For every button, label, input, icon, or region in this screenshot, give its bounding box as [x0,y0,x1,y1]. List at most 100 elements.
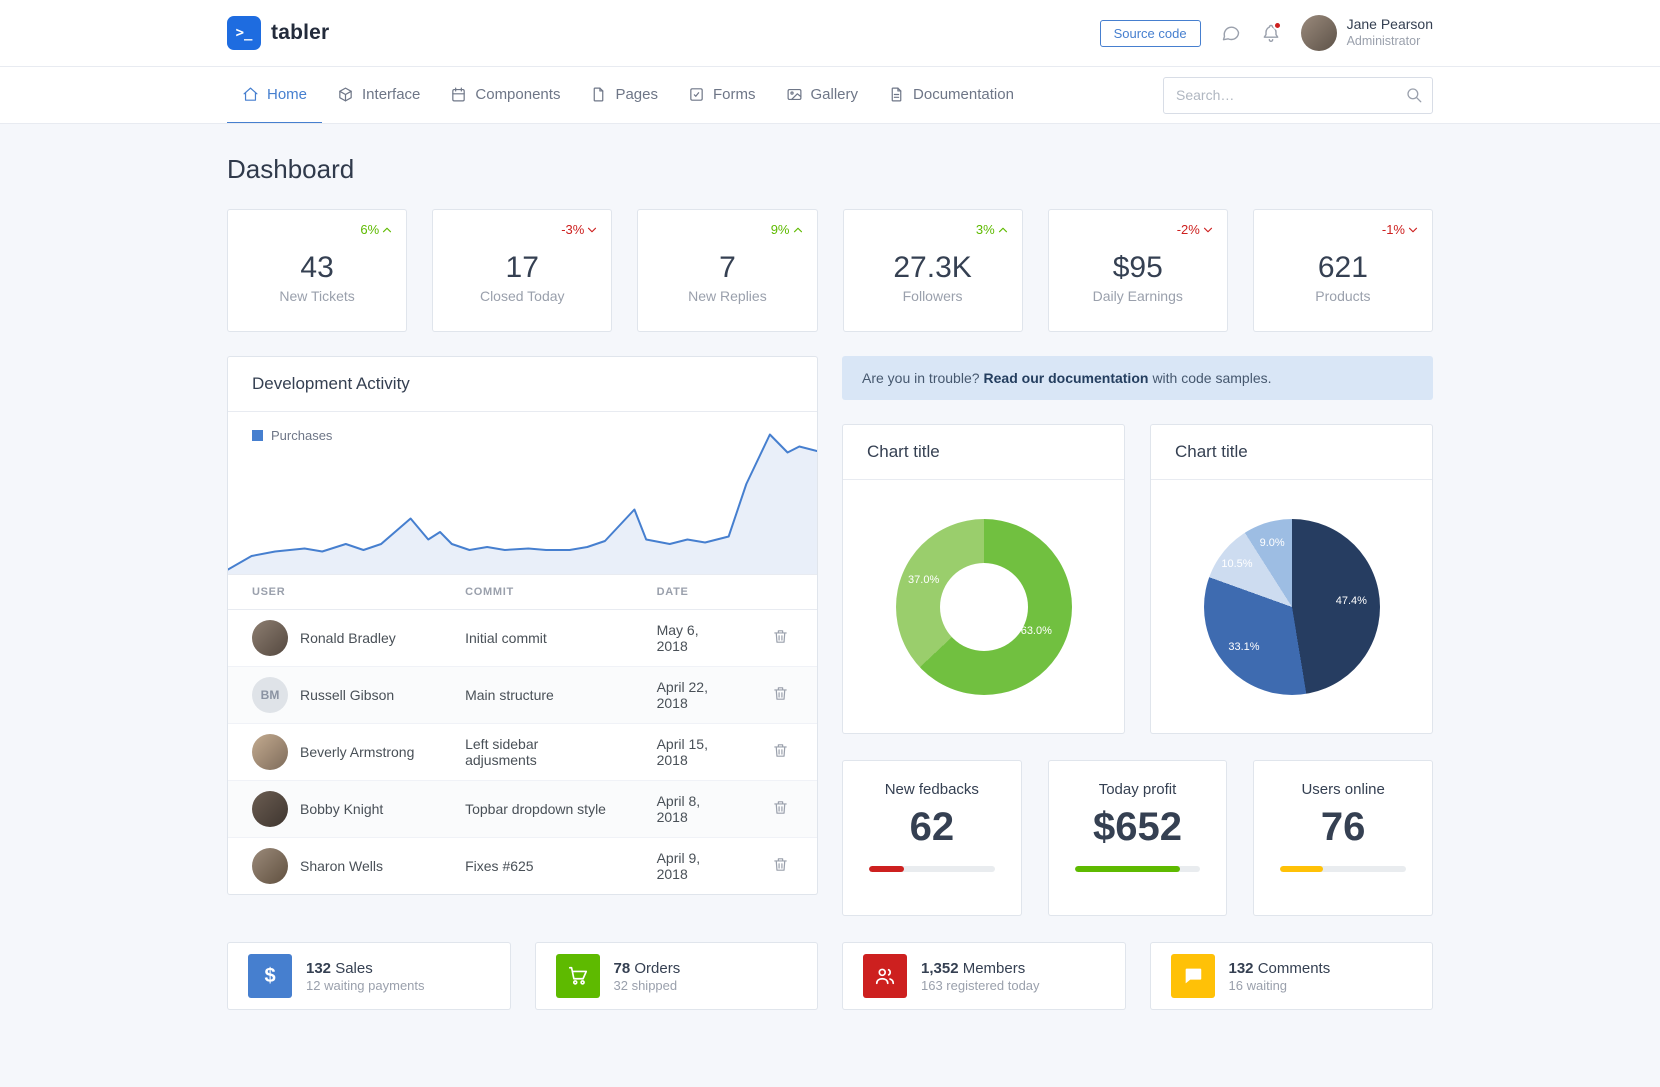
stat-value: 27.3K [893,251,972,284]
brand-logo[interactable]: >_ tabler [227,16,329,50]
kpi-subtext: 12 waiting payments [306,977,425,993]
source-code-button[interactable]: Source code [1099,19,1201,47]
box-icon [339,87,352,102]
stat-value: 7 [719,251,736,284]
notifications-bell-icon[interactable] [1261,21,1282,43]
commit-message: Left sidebar adjusments [441,723,633,781]
search-input[interactable] [1163,76,1433,114]
dollar-icon: $ [248,954,292,998]
check-square-icon [690,88,703,101]
commit-date: May 6, 2018 [656,622,699,654]
kpi-subtext: 32 shipped [613,977,678,993]
kpi-value: 132 [1228,959,1254,977]
column-header-user: USER [228,574,442,610]
commit-user: Beverly Armstrong [300,744,415,760]
table-row: Beverly Armstrong Left sidebar adjusment… [228,723,817,781]
search-icon[interactable] [1405,86,1423,107]
pie-slice-label: 33.1% [1228,640,1260,653]
stat-card-followers: 3% 27.3K Followers [842,209,1023,332]
table-row: Ronald Bradley Initial commit May 6, 201… [228,610,817,667]
commit-date: April 22, 2018 [632,666,744,724]
home-icon [243,87,258,101]
orders-kpi-card: 78 Orders 32 shipped [534,942,818,1010]
nav-label: Interface [362,86,421,103]
chevron-down-icon [588,227,597,232]
message-icon [1170,954,1215,998]
stat-card-closed-today: -3% 17 Closed Today [432,209,613,332]
legend-label: Purchases [271,428,333,443]
user-name: Jane Pearson [1346,16,1433,33]
development-activity-card: Development Activity Purchases USER COMM… [227,356,818,895]
pie-slice-label: 37.0% [908,574,940,587]
avatar [252,620,288,656]
commit-user: Bobby Knight [300,801,384,817]
file-icon [594,87,604,102]
nav-item-interface[interactable]: Interface [322,67,435,123]
chevron-down-icon [1203,227,1212,232]
sales-kpi-card: $ 132 Sales 12 waiting payments [227,942,511,1010]
kpi-value: 1,352 [921,959,959,977]
pie-chart-card: Chart title 47.4% 33.1% 10.5% 9.0% [1150,424,1433,734]
delete-icon[interactable] [768,681,793,709]
nav-item-gallery[interactable]: Gallery [771,67,874,123]
nav-item-documentation[interactable]: Documentation [873,67,1029,123]
stat-label: Closed Today [479,288,565,304]
notification-dot [1272,21,1282,30]
user-menu[interactable]: Jane Pearson Administrator [1300,15,1433,51]
delete-icon[interactable] [768,795,793,823]
progress-bar [1280,866,1324,872]
nav-label: Forms [713,86,756,103]
stat-value: 43 [300,251,334,284]
documentation-link[interactable]: Read our documentation [983,370,1149,386]
line-area [228,434,817,574]
users-icon [863,954,907,998]
new-feedbacks-card: New fedbacks 62 [842,760,1022,916]
top-header: >_ tabler Source code Jane Pearson Admin… [0,0,1660,67]
delete-icon[interactable] [768,852,793,880]
nav-item-home[interactable]: Home [227,67,323,123]
pie-chart: 47.4% 33.1% 10.5% 9.0% [1203,518,1380,695]
search-box [1163,76,1433,114]
donut-chart-card: Chart title 63.0% 37.0% [842,424,1125,734]
nav-label: Gallery [810,86,859,103]
stat-card-daily-earnings: -2% $95 Daily Earnings [1047,209,1228,332]
messages-icon[interactable] [1221,23,1241,43]
today-profit-card: Today profit $652 [1047,760,1228,916]
kpi-value: 132 [306,959,332,977]
alert-text: Are you in trouble? [862,370,980,386]
delete-icon[interactable] [768,624,793,652]
avatar [252,734,288,770]
kpi-label: Comments [1257,959,1331,977]
mini-card-title: Today profit [1098,781,1177,798]
comments-kpi-card: 132 Comments 16 waiting [1149,942,1433,1010]
chart-title: Chart title [1151,425,1432,480]
tabler-logo-icon: >_ [227,16,261,50]
members-kpi-card: 1,352 Members 163 registered today [842,942,1126,1010]
kpi-label: Orders [634,959,681,977]
kpi-label: Sales [335,959,373,977]
nav-item-forms[interactable]: Forms [673,67,771,123]
commit-message: Topbar dropdown style [441,780,633,838]
main-content: Dashboard 6% 43 New Tickets -3% 17 Close… [227,154,1433,1010]
commit-message: Initial commit [465,630,547,646]
commit-date: April 9, 2018 [632,837,744,894]
alert-text: with code samples. [1152,370,1272,386]
pie-slice-label: 63.0% [1020,625,1052,638]
user-role: Administrator [1346,33,1421,48]
commit-date: April 15, 2018 [632,723,744,781]
stat-delta: 9% [771,222,805,237]
avatar [252,791,288,827]
chart-title: Chart title [843,425,1124,480]
commit-user: Sharon Wells [300,858,384,874]
line-path [228,433,817,571]
file-text-icon [891,87,902,102]
delete-icon[interactable] [768,738,793,766]
nav-item-pages[interactable]: Pages [575,67,673,123]
brand-name: tabler [271,21,330,44]
progress-track [869,866,995,872]
chevron-up-icon [383,227,392,232]
chart-legend: Purchases [252,428,332,443]
image-icon [787,88,801,101]
chevron-up-icon [793,227,802,232]
nav-item-components[interactable]: Components [435,67,575,123]
